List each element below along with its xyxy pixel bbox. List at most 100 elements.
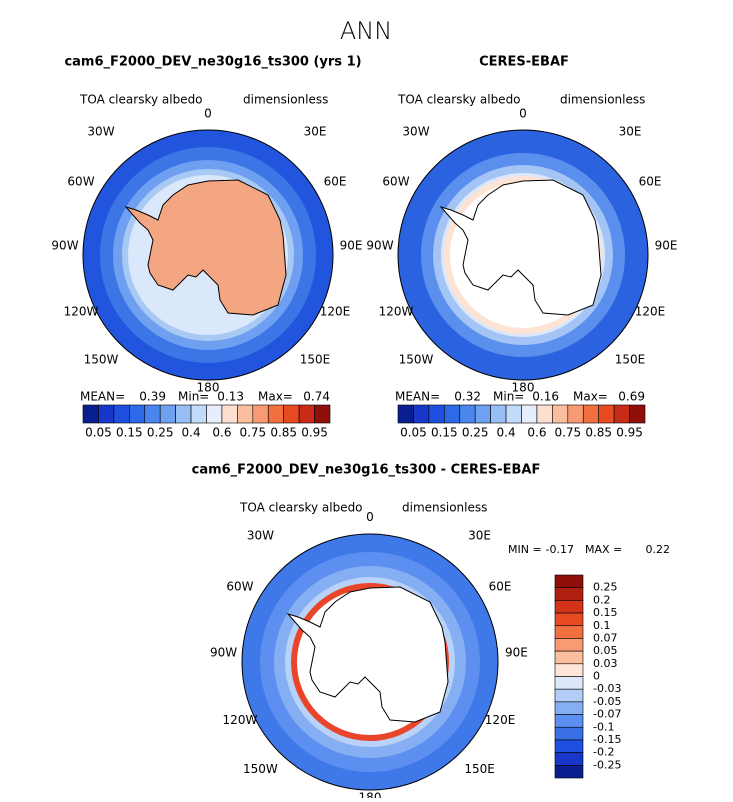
map-border — [241, 533, 499, 791]
longitude-label: 30E — [619, 125, 642, 139]
colorbar-label: 0.75 — [554, 426, 581, 440]
colorbar-box — [554, 726, 584, 741]
coastline — [286, 586, 449, 723]
longitude-label: 120E — [320, 305, 351, 319]
longitude-label: 180 — [197, 381, 220, 395]
colorbar-label: 0.05 — [593, 644, 618, 657]
longitude-label: 120E — [485, 713, 516, 727]
colorbar-label: 0.25 — [147, 426, 174, 440]
panel-title: cam6_F2000_DEV_ne30g16_ts300 (yrs 1) — [64, 55, 361, 70]
longitude-label: 150E — [464, 762, 495, 776]
colorbar-box — [582, 404, 599, 424]
colorbar-box — [283, 404, 300, 424]
colorbar-label: 0.6 — [527, 426, 546, 440]
colorbar-label: 0.75 — [239, 426, 266, 440]
colorbar-box — [175, 404, 192, 424]
longitude-label: 150E — [615, 353, 646, 367]
colorbar-box — [554, 600, 584, 614]
longitude-label: 90W — [366, 239, 393, 253]
colorbar-box — [554, 587, 584, 601]
colorbar-label: 0.15 — [116, 426, 143, 440]
longitude-label: 120W — [379, 305, 414, 319]
colorbar-label: 0.4 — [497, 426, 516, 440]
colorbar-label: 0.15 — [431, 426, 458, 440]
coastline — [124, 179, 287, 316]
variable-label: TOA clearsky albedo — [79, 93, 203, 107]
longitude-label: 180 — [512, 381, 535, 395]
longitude-label: 120E — [635, 305, 666, 319]
colorbar-box — [554, 701, 584, 715]
longitude-label: 150W — [243, 762, 278, 776]
figure-title: ANN — [340, 17, 392, 45]
longitude-label: 150W — [399, 353, 434, 367]
colorbar-box — [554, 650, 584, 665]
longitude-label: 30W — [402, 125, 429, 139]
colorbar-box — [554, 752, 584, 766]
longitude-label: 30E — [468, 529, 491, 543]
longitude-label: 90E — [340, 239, 363, 253]
map-border — [82, 129, 334, 381]
stats-text: 0.16 — [532, 390, 559, 404]
stats-text: MIN = — [508, 543, 542, 556]
panel-title: cam6_F2000_DEV_ne30g16_ts300 - CERES-EBA… — [192, 463, 541, 478]
colorbar-box — [397, 404, 414, 424]
colorbar-label: 0.05 — [85, 426, 112, 440]
colorbar-box — [552, 404, 569, 424]
colorbar-label: -0.05 — [593, 695, 621, 708]
colorbar-box — [82, 404, 99, 424]
colorbar-box — [113, 404, 130, 424]
longitude-label: 90W — [51, 239, 78, 253]
colorbar-label: -0.07 — [593, 708, 621, 721]
colorbar-box — [459, 404, 476, 424]
units-label: dimensionless — [560, 93, 645, 107]
stats-text: 0.74 — [303, 390, 330, 404]
colorbar-box — [554, 676, 584, 690]
colorbar-box — [252, 404, 269, 424]
longitude-label: 120W — [64, 305, 99, 319]
colorbar-box — [98, 404, 115, 424]
colorbar-label: 0.03 — [593, 657, 618, 670]
longitude-label: 90E — [655, 239, 678, 253]
colorbar-label: -0.2 — [593, 746, 614, 759]
colorbar-label: 0.25 — [462, 426, 489, 440]
colorbar-box — [629, 404, 646, 424]
stats-text: MAX = — [585, 543, 622, 556]
longitude-label: 0 — [519, 107, 527, 121]
colorbar-box — [521, 404, 538, 424]
longitude-label: 0 — [366, 510, 374, 524]
variable-label: TOA clearsky albedo — [239, 501, 363, 515]
colorbar-label: 0.6 — [212, 426, 231, 440]
colorbar-box — [613, 404, 630, 424]
colorbar-box — [314, 404, 331, 424]
longitude-label: 60W — [226, 580, 253, 594]
colorbar-box — [490, 404, 507, 424]
coastline — [439, 179, 602, 316]
colorbar-box — [554, 625, 584, 639]
colorbar-box — [413, 404, 430, 424]
colorbar-label: -0.1 — [593, 720, 614, 733]
colorbar-label: 0.15 — [593, 606, 618, 619]
colorbar-box — [190, 404, 207, 424]
colorbar-box — [298, 404, 315, 424]
stats-text: 0.13 — [217, 390, 244, 404]
colorbar-box — [554, 714, 584, 728]
colorbar-box — [554, 638, 584, 652]
longitude-label: 90E — [505, 645, 528, 659]
panel-title: CERES-EBAF — [479, 55, 569, 70]
colorbar-box — [129, 404, 146, 424]
longitude-label: 150W — [84, 353, 119, 367]
longitude-label: 180 — [359, 791, 382, 799]
longitude-label: 60E — [324, 175, 347, 189]
stats-text: -0.17 — [546, 543, 574, 556]
colorbar-label: 0.2 — [593, 593, 611, 606]
stats-text: Max= — [258, 390, 293, 404]
colorbar-box — [428, 404, 445, 424]
colorbar-box — [567, 404, 584, 424]
stats-text: 0.22 — [646, 543, 671, 556]
colorbar-label: -0.03 — [593, 682, 621, 695]
longitude-label: 30E — [304, 125, 327, 139]
longitude-label: 60E — [639, 175, 662, 189]
colorbar-box — [554, 688, 584, 703]
colorbar-box — [536, 404, 553, 424]
stats-text: MEAN= — [80, 390, 125, 404]
